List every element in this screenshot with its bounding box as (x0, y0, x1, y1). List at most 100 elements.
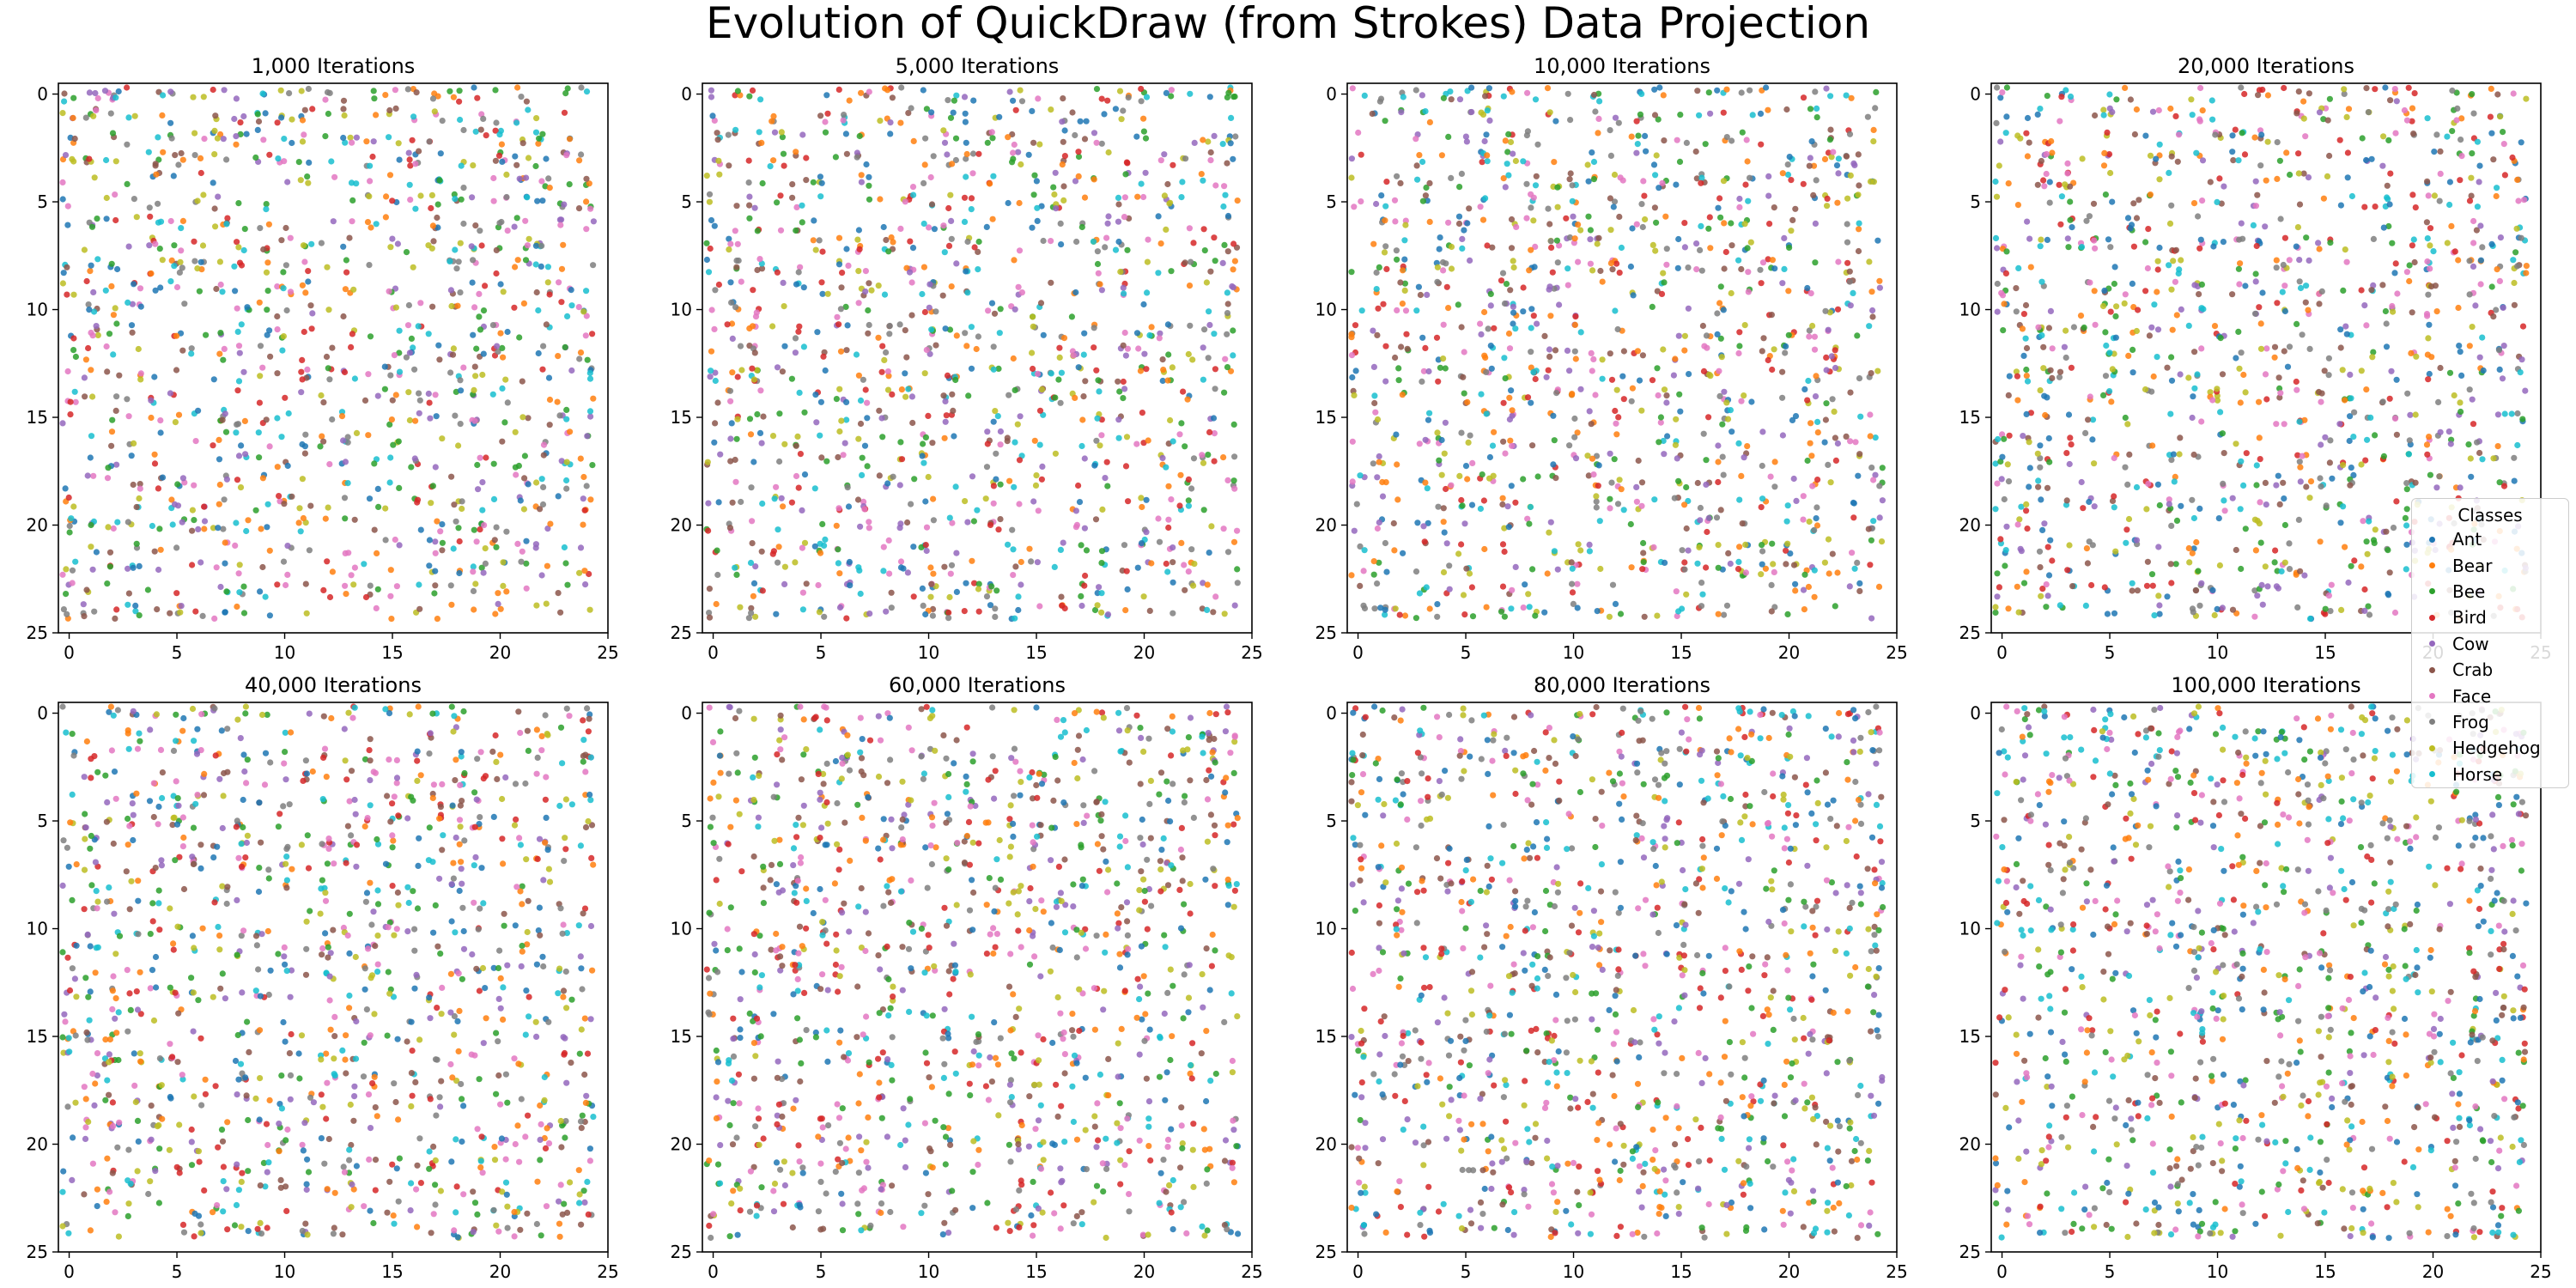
scatter-point (1083, 547, 1091, 554)
scatter-point (1414, 519, 1421, 526)
scatter-point (1714, 87, 1721, 94)
scatter-point (512, 153, 519, 160)
scatter-point (1635, 457, 1642, 465)
scatter-point (432, 392, 439, 398)
scatter-point (1608, 479, 1615, 486)
scatter-point (283, 262, 289, 269)
scatter-point (1165, 524, 1172, 532)
scatter-point (124, 396, 131, 403)
scatter-point (908, 501, 914, 507)
scatter-point (147, 213, 154, 220)
x-tick-label: 25 (1241, 642, 1262, 663)
scatter-point (997, 516, 1004, 523)
scatter-point (2511, 279, 2518, 287)
scatter-point (260, 246, 267, 253)
scatter-point (1018, 558, 1024, 566)
scatter-point (1804, 284, 1811, 292)
scatter-point (1994, 245, 2001, 252)
scatter-point (1434, 613, 1441, 620)
scatter-point (1661, 386, 1668, 393)
scatter-point (945, 615, 952, 622)
scatter-point (1596, 518, 1603, 525)
scatter-point (2294, 604, 2301, 611)
scatter-point (948, 235, 955, 242)
scatter-point (387, 244, 394, 251)
scatter-point (1642, 132, 1649, 139)
scatter-point (125, 299, 131, 306)
scatter-point (235, 200, 242, 207)
scatter-point (1672, 441, 1679, 448)
scatter-point (1787, 550, 1794, 557)
scatter-point (2067, 216, 2074, 223)
scatter-point (975, 586, 982, 592)
scatter-point (1715, 542, 1722, 549)
scatter-point (2221, 507, 2228, 514)
scatter-point (2200, 306, 2207, 313)
scatter-point (705, 500, 712, 507)
scatter-point (2047, 367, 2054, 374)
scatter-point (2147, 191, 2154, 198)
scatter-point (878, 415, 885, 422)
scatter-point (775, 526, 781, 533)
scatter-point (1060, 539, 1066, 546)
scatter-point (1382, 539, 1388, 547)
scatter-point (2358, 287, 2365, 294)
scatter-point (1094, 415, 1101, 422)
scatter-point (2430, 248, 2437, 255)
scatter-point (455, 525, 462, 532)
scatter-point (2044, 236, 2050, 243)
scatter-point (836, 604, 844, 611)
scatter-point (2368, 155, 2375, 162)
scatter-point (1397, 179, 1404, 186)
scatter-point (1483, 410, 1490, 417)
scatter-point (1597, 565, 1604, 573)
scatter-point (103, 216, 110, 222)
scatter-point (2002, 562, 2008, 569)
scatter-point (1426, 605, 1433, 612)
scatter-point (839, 270, 846, 276)
scatter-point (410, 264, 416, 270)
scatter-point (2515, 197, 2522, 204)
scatter-point (349, 197, 356, 204)
scatter-point (2391, 609, 2399, 617)
scatter-point (1509, 407, 1516, 414)
scatter-point (2129, 280, 2136, 287)
scatter-point (93, 323, 100, 330)
scatter-point (2409, 105, 2416, 112)
scatter-point (1160, 367, 1167, 374)
scatter-point (2369, 354, 2376, 361)
scatter-point (1826, 137, 1833, 143)
scatter-point (2077, 313, 2085, 319)
scatter-point (835, 261, 843, 268)
scatter-point (945, 609, 952, 617)
scatter-point (1156, 538, 1163, 545)
scatter-point (2337, 202, 2344, 209)
scatter-point (2469, 91, 2476, 98)
scatter-point (1872, 105, 1879, 112)
scatter-point (1075, 149, 1082, 155)
scatter-point (990, 500, 997, 507)
scatter-point (2229, 606, 2237, 613)
scatter-point (60, 606, 67, 613)
scatter-point (2277, 390, 2284, 397)
scatter-point (1481, 545, 1488, 553)
scatter-point (1176, 431, 1183, 438)
scatter-point (305, 179, 312, 186)
scatter-point (188, 350, 195, 357)
scatter-point (1204, 606, 1211, 614)
scatter-point (129, 301, 136, 307)
scatter-point (1575, 222, 1582, 228)
scatter-point (2173, 312, 2180, 319)
scatter-point (2196, 602, 2203, 609)
scatter-point (1484, 152, 1491, 159)
scatter-point (1361, 92, 1368, 99)
scatter-point (178, 603, 185, 610)
scatter-point (2102, 191, 2109, 198)
scatter-point (1461, 349, 1467, 355)
scatter-point (2154, 258, 2161, 264)
scatter-point (1771, 204, 1777, 211)
scatter-point (256, 399, 263, 406)
scatter-point (343, 1070, 349, 1077)
scatter-point (1168, 496, 1175, 503)
